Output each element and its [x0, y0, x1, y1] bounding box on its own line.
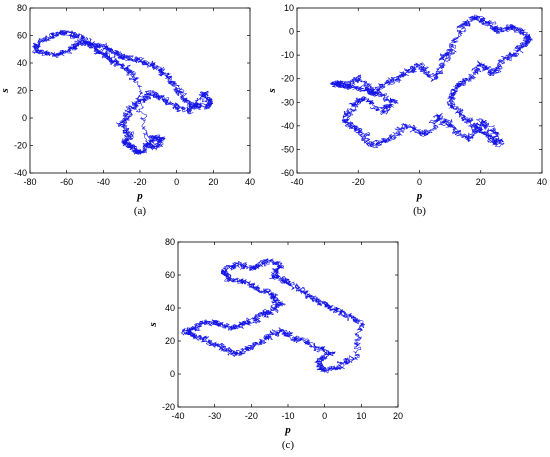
y-tick-label: -10: [281, 50, 294, 60]
y-axis-label: s: [266, 88, 278, 93]
x-tick-label: 0: [417, 177, 422, 187]
x-tick-label: -20: [352, 177, 365, 187]
chart-panel-3: -40 -30 -20 -10 0 10 20 -20 0 20 40 60 80 p s (c): [147, 237, 403, 451]
y-tick-label: 0: [170, 369, 175, 379]
y-tick-label: -60: [281, 168, 294, 178]
y-tick-label: 40: [165, 303, 175, 313]
y-axis-label: s: [0, 88, 11, 93]
y-tick-label: 40: [17, 58, 27, 68]
y-tick-label: -50: [281, 144, 294, 154]
panel-caption: (a): [134, 205, 147, 217]
x-tick-label: 20: [208, 177, 218, 187]
y-tick-label: 80: [165, 237, 175, 247]
x-tick-label: -30: [208, 411, 221, 421]
x-tick-label: 20: [393, 411, 403, 421]
x-tick-label: 0: [174, 177, 179, 187]
x-tick-label: 40: [537, 177, 547, 187]
x-tick-label: -10: [281, 411, 294, 421]
y-axis-label: s: [147, 322, 159, 327]
panel-caption: (b): [413, 205, 426, 217]
y-tick-label: 20: [165, 336, 175, 346]
y-tick-label: -40: [281, 121, 294, 131]
y-tick-label: 0: [22, 113, 27, 123]
x-tick-label: -60: [60, 177, 73, 187]
x-tick-label: -40: [97, 177, 110, 187]
x-axis-label: p: [136, 190, 143, 202]
x-axis-label: p: [284, 424, 291, 436]
y-tick-label: 20: [17, 86, 27, 96]
x-tick-label: -80: [23, 177, 36, 187]
x-tick-label: -20: [245, 411, 258, 421]
panel-caption: (c): [282, 439, 295, 451]
x-tick-label: 40: [245, 177, 255, 187]
x-tick-label: -40: [290, 177, 303, 187]
chart-panel-2: -40 -20 0 20 40 -60 -50 -40 -30 -20 -10 0 10 p s (b): [266, 3, 547, 217]
y-tick-label: 0: [289, 27, 294, 37]
y-tick-label: -20: [14, 141, 27, 151]
series-line-1: [32, 29, 214, 155]
x-tick-label: -40: [171, 411, 184, 421]
y-tick-label: 60: [165, 270, 175, 280]
chart-panel-1: -80 -60 -40 -20 0 20 40 -40 -20 0 20 40 60 80 p s (a): [0, 3, 255, 217]
y-tick-label: 80: [17, 3, 27, 13]
x-tick-label: -20: [133, 177, 146, 187]
x-axis-label: p: [416, 190, 423, 202]
series-line-1: [180, 258, 366, 374]
y-tick-label: -30: [281, 97, 294, 107]
series-line-1: [329, 14, 533, 149]
y-tick-label: -20: [162, 402, 175, 412]
x-tick-label: 20: [476, 177, 486, 187]
x-tick-label: 10: [356, 411, 366, 421]
plot-frame: [296, 7, 543, 174]
y-tick-label: 10: [284, 3, 294, 13]
y-tick-label: -20: [281, 74, 294, 84]
y-tick-label: -40: [14, 168, 27, 178]
x-tick-label: 0: [322, 411, 327, 421]
y-tick-label: 60: [17, 31, 27, 41]
